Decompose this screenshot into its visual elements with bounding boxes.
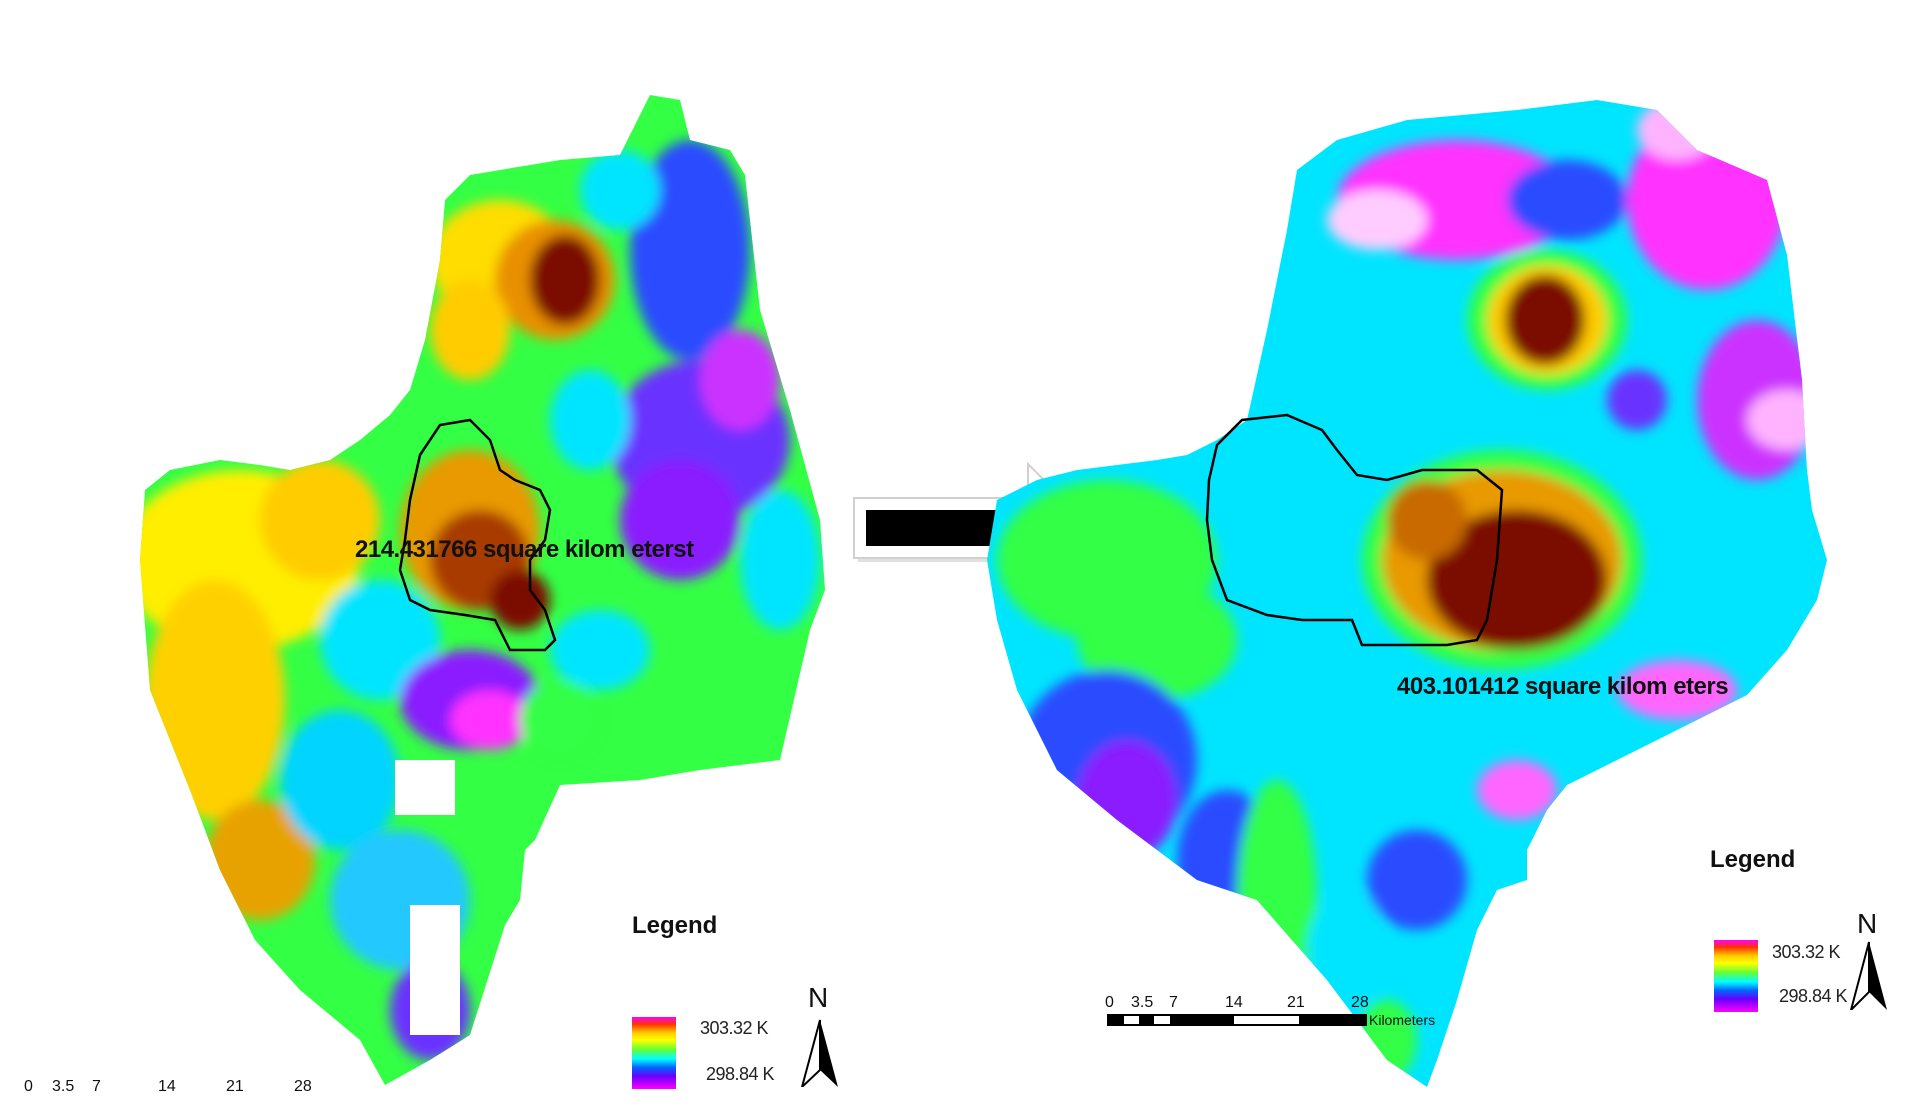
right-legend-title: Legend <box>1710 846 1796 873</box>
left-legend-max: 303.32 K <box>700 1018 769 1038</box>
right-legend-max: 303.32 K <box>1772 942 1841 962</box>
right-area-boundary <box>1205 413 1504 647</box>
right-scale-tick-1: 3.5 <box>1131 994 1154 1011</box>
right-area-label: 403.101412 square kilom eters <box>1397 673 1729 700</box>
left-legend-color-ramp <box>632 1017 676 1089</box>
right-scale-bar-graphic <box>1107 1014 1367 1026</box>
left-thermal-map: 214.431766 square kilom eterst Legend 30… <box>0 0 960 1095</box>
right-thermal-map: 403.101412 square kilom eters Legend 303… <box>957 0 1917 1087</box>
left-scale-bar-graphic <box>26 1096 316 1106</box>
left-north-label: N <box>808 982 829 1013</box>
left-north-arrow-icon <box>800 1019 838 1087</box>
left-area-boundary <box>398 418 557 652</box>
right-north-arrow-icon <box>1849 941 1887 1010</box>
right-scale-tick-3: 14 <box>1225 994 1243 1011</box>
left-legend-min: 298.84 K <box>706 1064 775 1084</box>
right-legend-color-ramp <box>1714 940 1758 1012</box>
right-scale-tick-0: 0 <box>1105 994 1114 1011</box>
right-scale-tick-5: 28 <box>1351 994 1369 1011</box>
right-legend-min: 298.84 K <box>1779 986 1848 1006</box>
left-area-label: 214.431766 square kilom eterst <box>355 536 694 563</box>
right-scale-unit: Kilometers <box>1369 1012 1436 1028</box>
left-scale-tick-1: 3.5 <box>52 1078 75 1095</box>
right-north-label: N <box>1857 908 1878 939</box>
right-temperature-raster <box>987 100 1827 1087</box>
right-scale-tick-2: 7 <box>1169 994 1178 1011</box>
left-scale-tick-3: 14 <box>158 1078 176 1095</box>
left-scale-tick-0: 0 <box>24 1078 33 1095</box>
left-temperature-raster <box>140 95 825 1085</box>
left-scale-tick-2: 7 <box>92 1078 101 1095</box>
left-legend-title: Legend <box>632 912 718 939</box>
right-scale-tick-4: 21 <box>1287 994 1305 1011</box>
left-scale-tick-5: 28 <box>294 1078 312 1095</box>
left-scale-tick-4: 21 <box>226 1078 244 1095</box>
